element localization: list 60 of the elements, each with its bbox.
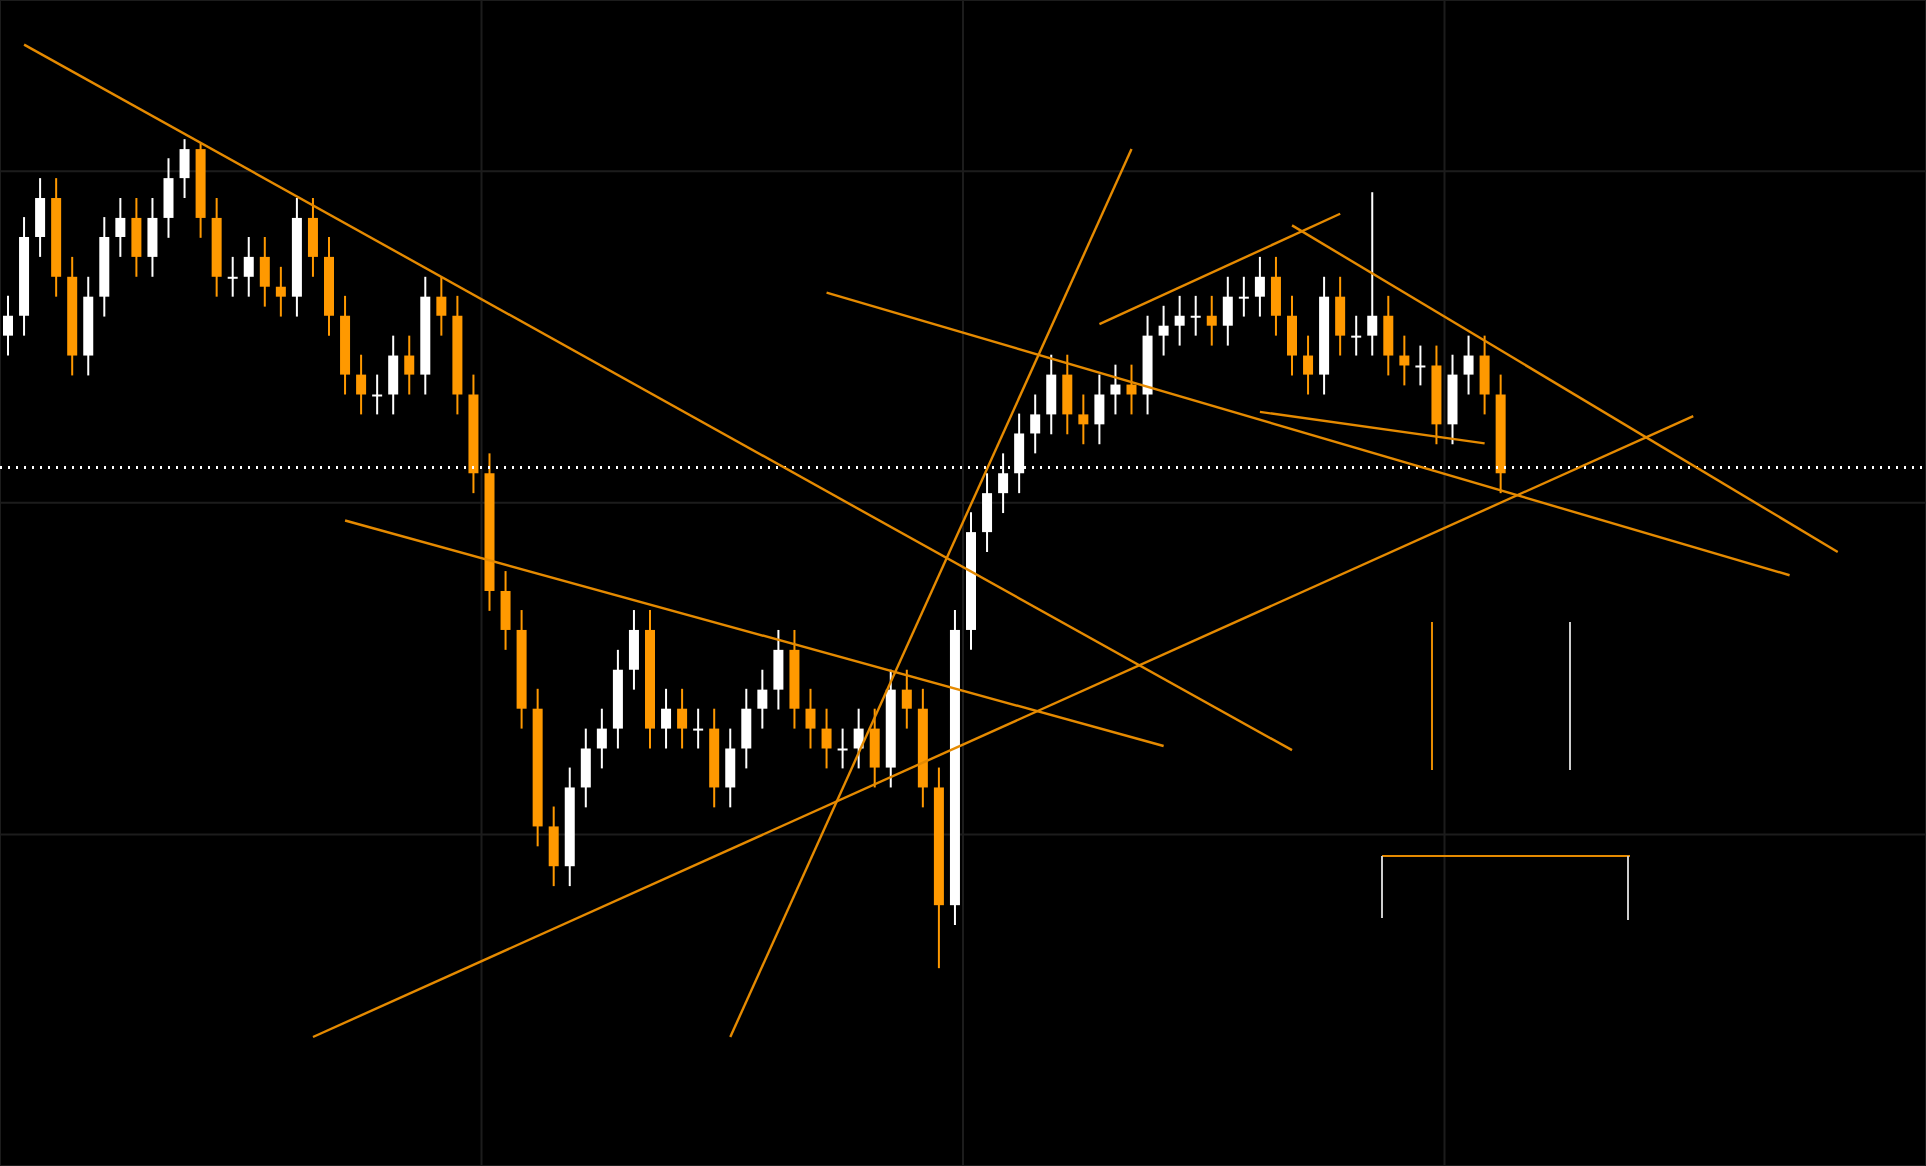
candlestick: [3, 294, 13, 357]
candlestick: [1174, 294, 1185, 347]
candlestick: [1158, 304, 1169, 357]
candlestick: [725, 727, 736, 809]
candlestick: [1046, 353, 1057, 436]
candlestick: [1415, 344, 1426, 387]
candlestick: [1238, 275, 1249, 318]
candlestick: [837, 727, 848, 770]
candlestick: [1479, 334, 1490, 416]
candlestick: [821, 707, 832, 770]
candlestick: [869, 707, 880, 789]
candlestick: [436, 275, 447, 337]
candlestick: [147, 197, 158, 278]
candlestick: [275, 265, 286, 318]
candlestick: [500, 570, 511, 651]
candlestick: [259, 235, 270, 308]
candlestick: [115, 197, 126, 258]
candlestick: [1126, 363, 1137, 416]
candlestick: [805, 687, 816, 750]
candlestick: [1463, 334, 1474, 396]
candlestick: [35, 177, 46, 258]
candlestick: [356, 353, 367, 416]
candlestick: [1254, 255, 1265, 318]
candlestick: [1222, 275, 1233, 347]
candlestick: [227, 255, 238, 298]
candlestick: [1287, 294, 1297, 377]
candlestick: [243, 235, 254, 298]
candlestick: [372, 373, 383, 416]
candlestick: [1367, 191, 1378, 357]
candlestick: [1030, 393, 1041, 455]
candlestick: [773, 628, 784, 711]
candlestick: [1190, 294, 1201, 337]
candlestick: [1062, 353, 1073, 436]
candlestick: [404, 334, 415, 396]
candlestick: [1094, 373, 1105, 446]
candlestick: [1270, 255, 1281, 337]
candlestick: [1110, 363, 1121, 416]
candlestick: [1351, 314, 1362, 357]
candlestick: [757, 668, 768, 730]
candlestick: [388, 334, 399, 416]
candlestick: [596, 707, 607, 770]
candlestick: [982, 472, 993, 554]
candlestick: [693, 707, 704, 750]
candlestick: [628, 609, 639, 691]
candlestick: [741, 687, 752, 770]
candlestick: [1335, 275, 1346, 357]
candlestick: [307, 197, 318, 278]
candlestick: [677, 687, 688, 750]
candlestick: [901, 668, 912, 730]
candlestick: [163, 157, 174, 239]
candlestick: [179, 138, 190, 200]
candlestick: [1303, 334, 1314, 396]
candlestick: [1206, 294, 1217, 347]
candlestick: [1383, 294, 1394, 377]
candlestick: [548, 805, 559, 888]
candlestick: [1399, 334, 1410, 387]
candlestick: [661, 687, 672, 750]
candlestick: [131, 197, 142, 278]
candlestick: [1078, 393, 1089, 446]
candlestick: [580, 727, 591, 809]
